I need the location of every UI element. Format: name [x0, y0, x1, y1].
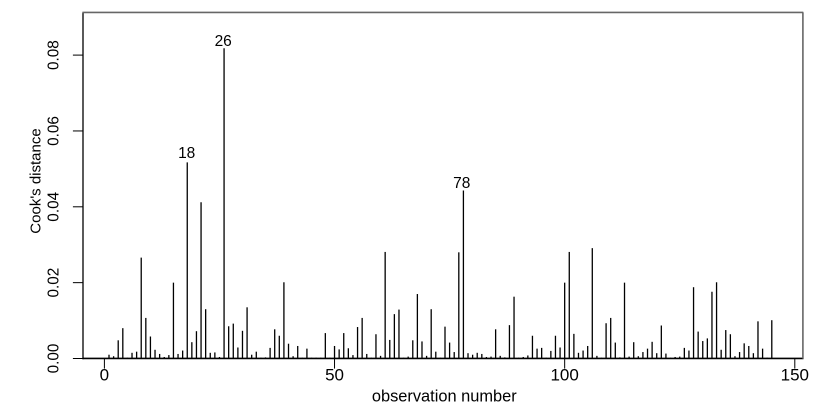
svg-text:0.04: 0.04	[45, 191, 62, 221]
svg-text:50: 50	[325, 365, 344, 384]
svg-text:0: 0	[100, 365, 109, 384]
svg-text:0.02: 0.02	[45, 268, 62, 298]
svg-text:100: 100	[550, 365, 578, 384]
svg-text:0.08: 0.08	[45, 40, 62, 70]
svg-text:0.06: 0.06	[45, 116, 62, 146]
svg-text:observation number: observation number	[372, 388, 517, 406]
svg-text:0.00: 0.00	[45, 344, 62, 374]
svg-text:18: 18	[178, 145, 195, 162]
svg-text:26: 26	[215, 33, 232, 50]
svg-text:Cook's distance: Cook's distance	[27, 128, 44, 233]
svg-text:78: 78	[453, 175, 470, 192]
svg-text:150: 150	[781, 365, 809, 384]
